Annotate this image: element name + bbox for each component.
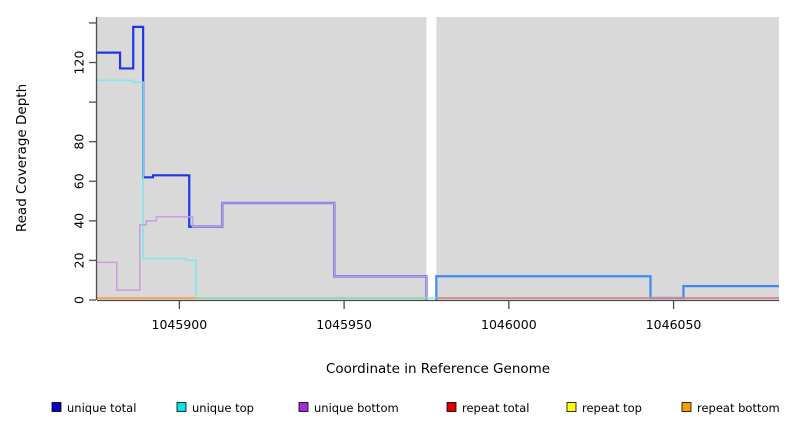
x-tick-label: 1045950 bbox=[316, 317, 372, 332]
legend-label-repeat-bottom: repeat bottom bbox=[697, 401, 780, 415]
legend-label-unique-bottom: unique bottom bbox=[314, 401, 399, 415]
legend-swatch-unique-top bbox=[176, 402, 187, 412]
chart-legend: unique total unique top unique bottom repea… bbox=[51, 401, 780, 415]
x-axis-title: Coordinate in Reference Genome bbox=[326, 361, 550, 377]
plot-background bbox=[97, 17, 779, 300]
y-axis: 0 20 40 60 80 120 Read Coverage Depth bbox=[14, 17, 98, 304]
x-tick-label: 1046000 bbox=[481, 317, 537, 332]
y-tick-label: 20 bbox=[72, 252, 87, 268]
y-tick-label: 80 bbox=[72, 134, 87, 150]
legend-label-unique-total: unique total bbox=[67, 401, 136, 415]
legend-swatch-repeat-total bbox=[446, 402, 457, 412]
x-axis: 1045900 1045950 1046000 1046050 Coordinate … bbox=[97, 299, 779, 377]
legend-swatch-repeat-top bbox=[566, 402, 577, 412]
x-tick-label: 1046050 bbox=[646, 317, 702, 332]
legend-label-unique-top: unique top bbox=[192, 401, 254, 415]
y-tick-label: 40 bbox=[72, 213, 87, 229]
y-axis-title: Read Coverage Depth bbox=[14, 84, 30, 232]
series-line-unique-top bbox=[97, 79, 779, 299]
y-tick-label: 0 bbox=[72, 296, 87, 304]
legend-swatch-unique-total bbox=[51, 402, 62, 412]
legend-label-repeat-top: repeat top bbox=[582, 401, 642, 415]
legend-swatch-unique-bottom bbox=[298, 402, 309, 412]
plot-area bbox=[97, 17, 779, 300]
coverage-gap-band bbox=[426, 17, 437, 300]
legend-label-repeat-total: repeat total bbox=[462, 401, 529, 415]
series-lines bbox=[97, 25, 779, 300]
y-tick-label: 120 bbox=[72, 51, 87, 75]
x-tick-label: 1045900 bbox=[152, 317, 208, 332]
legend-swatch-repeat-bottom bbox=[681, 402, 692, 412]
y-tick-label: 60 bbox=[72, 173, 87, 189]
series-line-unique-bottom bbox=[97, 202, 428, 300]
